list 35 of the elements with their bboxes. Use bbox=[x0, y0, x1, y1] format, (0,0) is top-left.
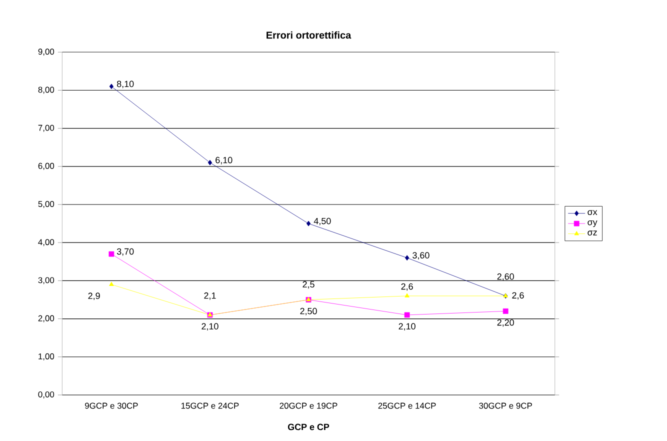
x-axis-title: GCP e CP bbox=[288, 424, 330, 430]
data-label: 2,10 bbox=[398, 323, 416, 330]
data-label: 2,20 bbox=[497, 319, 514, 327]
x-tick-label: 30GCP e 9CP bbox=[479, 402, 532, 409]
legend-label: σy bbox=[588, 220, 598, 227]
x-tick-label: 9GCP e 30CP bbox=[85, 402, 138, 409]
y-tick-label: 1,00 bbox=[38, 353, 54, 360]
data-label: 3,60 bbox=[412, 252, 430, 260]
x-tick-label: 25GCP e 14CP bbox=[378, 402, 436, 409]
chart-title: Errori ortorettifica bbox=[266, 31, 352, 39]
data-label: 2,1 bbox=[204, 292, 216, 300]
y-tick-label: 7,00 bbox=[38, 124, 54, 132]
x-tick-label: 20GCP e 19CP bbox=[280, 402, 338, 409]
y-tick-label: 9,00 bbox=[38, 48, 54, 56]
data-label: 2,10 bbox=[202, 323, 218, 330]
data-label: 3,70 bbox=[116, 248, 134, 256]
y-tick-label: 0,00 bbox=[38, 391, 54, 398]
x-tick-label: 15GCP e 24CP bbox=[181, 402, 239, 409]
data-label: 2,50 bbox=[300, 308, 317, 316]
data-label: 2,60 bbox=[497, 273, 514, 281]
legend-label: σx bbox=[588, 210, 598, 215]
y-tick-label: 2,00 bbox=[38, 315, 54, 322]
data-label: 2,9 bbox=[88, 292, 100, 300]
data-label: 2,6 bbox=[512, 292, 524, 300]
data-label: 2,5 bbox=[302, 281, 314, 289]
data-label: 6,10 bbox=[216, 156, 232, 164]
data-label: 8,10 bbox=[117, 80, 134, 88]
y-tick-label: 8,00 bbox=[38, 86, 54, 94]
y-tick-label: 5,00 bbox=[38, 200, 54, 208]
y-tick-label: 4,00 bbox=[38, 239, 54, 246]
legend-label: σz bbox=[588, 230, 597, 236]
y-tick-label: 6,00 bbox=[38, 162, 54, 170]
y-tick-label: 3,00 bbox=[38, 277, 54, 284]
data-label: 2,6 bbox=[401, 283, 413, 291]
data-label: 4,50 bbox=[314, 218, 331, 226]
